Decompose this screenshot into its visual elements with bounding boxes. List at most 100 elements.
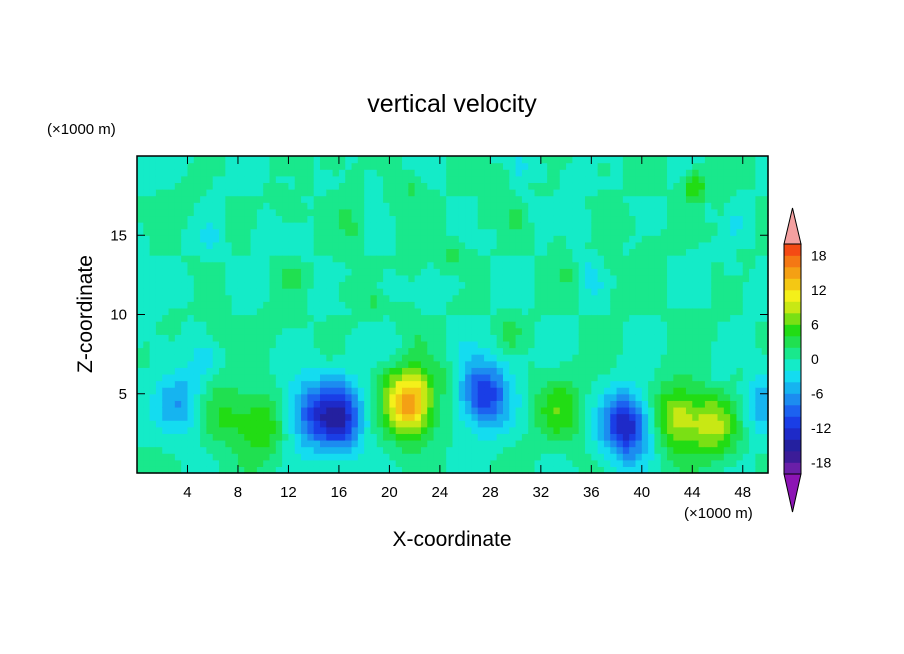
heatmap-cell (749, 314, 756, 322)
heatmap-cell (162, 248, 170, 256)
heatmap-cell (250, 169, 258, 177)
heatmap-cell (307, 387, 315, 395)
heatmap-cell (591, 387, 599, 395)
heatmap-cell (749, 215, 756, 223)
heatmap-cell (212, 459, 220, 467)
heatmap-cell (711, 400, 719, 408)
heatmap-cell (200, 387, 208, 395)
heatmap-cell (168, 241, 176, 250)
heatmap-cell (755, 156, 763, 164)
heatmap-cell (616, 360, 624, 368)
heatmap-cell (553, 202, 561, 210)
heatmap-cell (622, 453, 630, 461)
heatmap-cell (667, 156, 674, 164)
heatmap-cell (414, 215, 422, 223)
heatmap-cell (629, 175, 637, 184)
heatmap-cell (585, 222, 592, 230)
heatmap-cell (515, 268, 523, 276)
heatmap-cell (629, 195, 637, 203)
colorbar-swatch (784, 255, 801, 268)
heatmap-cell (326, 301, 334, 309)
heatmap-cell (332, 182, 340, 190)
heatmap-cell (515, 387, 523, 395)
heatmap-cell (515, 393, 523, 401)
heatmap-cell (319, 400, 327, 408)
heatmap-cell (465, 248, 473, 256)
heatmap-cell (641, 393, 649, 401)
heatmap-cell (635, 340, 643, 349)
heatmap-cell (673, 288, 681, 296)
heatmap-cell (288, 439, 296, 448)
heatmap-cell (755, 393, 763, 401)
heatmap-cell (490, 261, 498, 269)
heatmap-cell (357, 321, 365, 329)
heatmap-cell (528, 222, 536, 230)
heatmap-cell (162, 439, 170, 448)
heatmap-cell (509, 387, 517, 395)
heatmap-cell (275, 281, 283, 289)
heatmap-cell (622, 380, 630, 388)
heatmap-cell (370, 367, 378, 375)
heatmap-cell (206, 175, 214, 184)
heatmap-cell (155, 314, 163, 322)
heatmap-cell (212, 189, 220, 197)
heatmap-cell (484, 202, 491, 210)
heatmap-cell (629, 360, 637, 368)
heatmap-cell (723, 281, 731, 289)
heatmap-cell (521, 307, 529, 316)
heatmap-cell (603, 162, 611, 170)
heatmap-cell (755, 426, 763, 434)
heatmap-cell (162, 156, 170, 164)
heatmap-cell (231, 307, 239, 316)
heatmap-cell (591, 439, 599, 448)
heatmap-cell (244, 380, 252, 388)
heatmap-cell (749, 347, 756, 355)
heatmap-cell (597, 413, 605, 421)
heatmap-cell (515, 334, 523, 342)
colorbar-tick-label: 6 (811, 317, 819, 333)
heatmap-cell (427, 446, 435, 454)
heatmap-cell (616, 453, 624, 461)
heatmap-cell (294, 367, 302, 375)
heatmap-cell (635, 235, 643, 243)
heatmap-cell (521, 189, 529, 197)
heatmap-cell (585, 314, 592, 322)
heatmap-cell (383, 156, 390, 164)
heatmap-cell (326, 347, 334, 355)
heatmap-cell (351, 307, 359, 316)
heatmap-cell (547, 466, 555, 474)
heatmap-cell (509, 307, 517, 316)
heatmap-cell (319, 459, 327, 467)
heatmap-cell (301, 433, 308, 441)
heatmap-cell (749, 420, 756, 428)
heatmap-cell (730, 202, 738, 210)
heatmap-cell (566, 169, 573, 177)
heatmap-cell (364, 189, 372, 197)
heatmap-cell (225, 393, 233, 401)
heatmap-cell (219, 439, 226, 448)
heatmap-cell (629, 294, 637, 302)
heatmap-cell (736, 294, 744, 302)
heatmap-cell (685, 380, 693, 388)
heatmap-cell (673, 156, 681, 164)
colorbar-swatch (784, 336, 801, 348)
heatmap-cell (294, 420, 302, 428)
heatmap-cell (212, 301, 220, 309)
heatmap-cell (654, 195, 662, 203)
heatmap-cell (345, 208, 353, 217)
heatmap-cell (515, 406, 523, 415)
heatmap-cell (629, 314, 637, 322)
heatmap-cell (206, 314, 214, 322)
heatmap-cell (717, 420, 725, 428)
heatmap-cell (635, 426, 643, 434)
heatmap-cell (679, 222, 687, 230)
heatmap-cell (237, 321, 245, 329)
heatmap-cell (654, 426, 662, 434)
heatmap-cell (711, 169, 719, 177)
heatmap-cell (685, 288, 693, 296)
heatmap-cell (685, 413, 693, 421)
heatmap-cell (414, 420, 422, 428)
heatmap-cell (749, 459, 756, 467)
heatmap-cell (610, 307, 618, 316)
heatmap-cell (446, 387, 454, 395)
